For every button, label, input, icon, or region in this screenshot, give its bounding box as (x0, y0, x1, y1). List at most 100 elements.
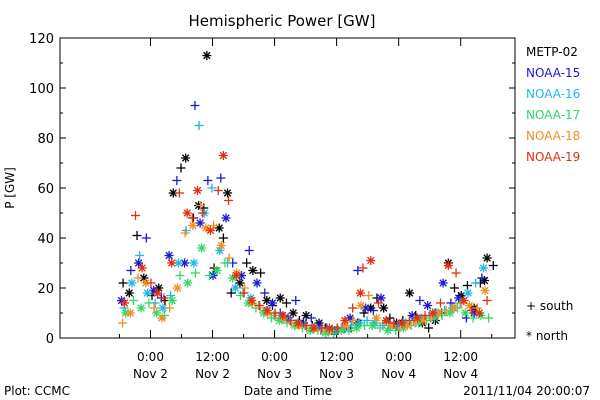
data-point (216, 173, 226, 183)
data-point (172, 283, 182, 293)
data-point (436, 298, 446, 308)
x-tick-time-label: 12:00 (443, 350, 478, 364)
data-point (381, 316, 391, 325)
data-point (197, 243, 207, 253)
x-tick-time-label: 12:00 (195, 350, 230, 364)
footer-timestamp: 2011/11/04 20:00:07 (463, 384, 590, 398)
x-tick-date-label: Nov 4 (443, 367, 478, 381)
data-point (216, 241, 226, 250)
y-tick-label: 100 (29, 82, 54, 97)
data-point (165, 303, 175, 313)
data-point (135, 251, 145, 260)
data-point (278, 311, 288, 320)
data-point (181, 153, 191, 163)
data-point (471, 278, 481, 288)
data-point (142, 288, 152, 298)
data-point (124, 288, 134, 298)
data-point (268, 298, 278, 308)
data-point (248, 266, 258, 275)
data-point (198, 208, 208, 218)
data-point (118, 278, 128, 288)
data-point (428, 308, 438, 318)
data-point (477, 273, 487, 283)
data-point (182, 208, 192, 218)
data-point (218, 233, 228, 243)
data-point (275, 293, 285, 303)
legend: METP-02 NOAA-15 NOAA-16 NOAA-17 NOAA-18 NOAA-… (526, 45, 580, 164)
data-point (468, 313, 478, 323)
data-point (293, 318, 303, 328)
data-point (375, 323, 385, 333)
legend-entry: NOAA-19 (526, 150, 580, 164)
data-point (204, 271, 214, 280)
data-point (134, 258, 144, 268)
data-point (324, 323, 334, 333)
y-tick-label: 120 (29, 32, 54, 47)
data-point (368, 306, 378, 315)
data-point (209, 221, 219, 230)
data-point (355, 288, 365, 298)
data-point (203, 176, 213, 185)
data-point (205, 226, 215, 235)
data-point (144, 298, 154, 308)
data-point (230, 283, 240, 293)
x-axis: 0:00 Nov 2 12:00 Nov 2 0:00 Nov 3 12:00 Nov 3 0:… (118, 38, 493, 381)
data-point (255, 301, 265, 310)
x-tick-date-label: Nov 3 (257, 367, 292, 381)
data-point (353, 266, 363, 275)
data-points (117, 51, 498, 338)
data-point (358, 263, 368, 273)
data-point (118, 318, 128, 328)
data-point (167, 296, 177, 305)
data-point (459, 296, 469, 305)
data-point (193, 186, 203, 195)
x-tick-date-label: Nov 2 (133, 367, 168, 381)
data-point (480, 286, 490, 295)
data-point (180, 228, 190, 238)
data-point (474, 308, 484, 318)
x-tick-date-label: Nov 4 (381, 367, 416, 381)
data-point (187, 213, 197, 223)
data-point (260, 288, 270, 298)
data-point (286, 316, 296, 325)
data-point (482, 253, 492, 263)
marker-legend: + south * north (526, 299, 573, 343)
data-point (379, 303, 389, 313)
data-point (136, 303, 146, 313)
data-point (397, 318, 407, 328)
data-point (360, 321, 370, 330)
marker-legend-entry: + south (526, 299, 573, 313)
data-point (247, 296, 257, 305)
legend-entry: NOAA-15 (526, 66, 580, 80)
data-point (374, 298, 383, 308)
data-point (202, 51, 212, 60)
data-point (235, 278, 245, 288)
data-point (405, 316, 415, 325)
y-tick-label: 40 (37, 232, 54, 247)
data-point (332, 323, 342, 333)
data-point (262, 306, 272, 315)
data-point (478, 263, 488, 273)
data-point (256, 268, 266, 278)
data-point (224, 196, 234, 205)
data-point (220, 258, 230, 268)
data-point (176, 163, 186, 173)
data-point (212, 266, 222, 275)
data-point (438, 278, 448, 288)
data-point (224, 253, 234, 263)
data-point (291, 296, 301, 305)
data-point (196, 201, 206, 210)
data-point (463, 288, 473, 298)
data-point (451, 268, 461, 278)
data-point (190, 268, 200, 278)
data-point (167, 258, 177, 268)
data-point (484, 313, 494, 323)
legend-entry: NOAA-17 (526, 108, 580, 122)
data-point (356, 301, 366, 310)
data-point (450, 283, 460, 293)
data-point (132, 231, 142, 240)
legend-entry: NOAA-16 (526, 87, 580, 101)
data-point (364, 291, 374, 300)
data-point (367, 321, 377, 330)
data-point (467, 306, 477, 315)
